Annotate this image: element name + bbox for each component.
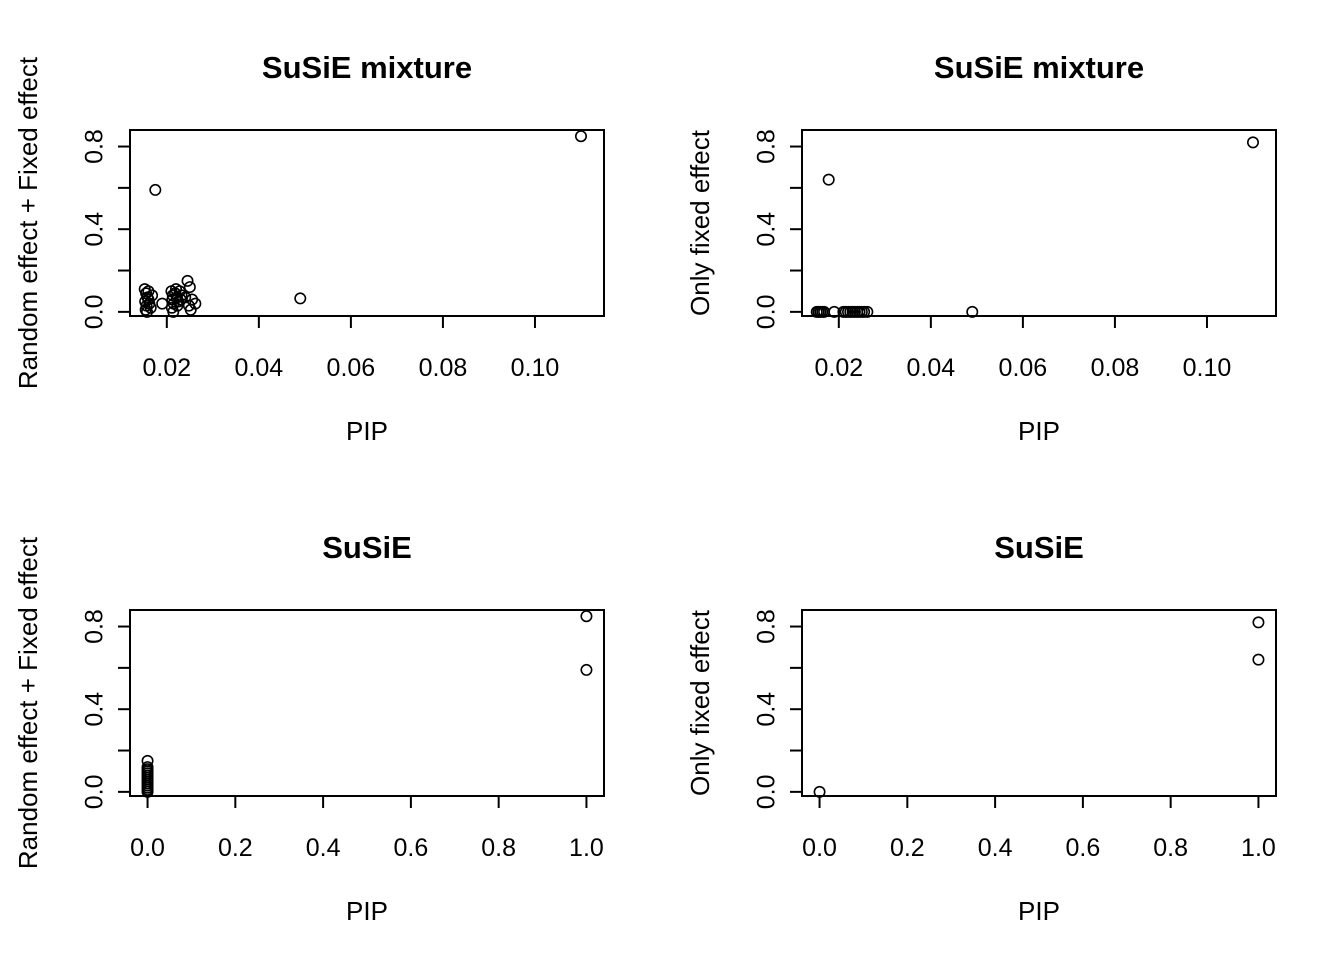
scatter-panel-4: SuSiE PIP Only fixed effect 0.0 0.2 0.4 0.6 0.8…	[685, 530, 1277, 926]
y-axis-label: Only fixed effect	[685, 129, 715, 316]
chart-title: SuSiE mixture	[262, 50, 472, 85]
y-tick-label: 0.8	[753, 129, 781, 164]
x-axis-label: PIP	[346, 896, 388, 926]
data-point	[1252, 653, 1265, 666]
y-tick-label: 0.0	[753, 774, 781, 809]
data-point	[184, 303, 197, 316]
x-axis-label: PIP	[1018, 416, 1060, 446]
plot-frame	[801, 129, 1277, 317]
data-point	[171, 299, 184, 312]
x-tick-label: 0.06	[327, 354, 376, 382]
y-tick-label: 0.4	[81, 212, 109, 247]
data-point	[580, 663, 593, 676]
x-tick-label: 0.8	[1153, 834, 1188, 862]
data-point	[861, 305, 874, 318]
data-point	[146, 289, 159, 302]
y-tick-label: 0.8	[81, 129, 109, 164]
data-point	[966, 305, 979, 318]
x-tick-label: 0.6	[1066, 834, 1101, 862]
x-tick-label: 0.02	[142, 354, 191, 382]
data-point	[294, 292, 307, 305]
chart-title: SuSiE	[322, 530, 412, 565]
scatter-panel-2: SuSiE mixture PIP Only fixed effect 0.02 0.0…	[685, 50, 1277, 446]
y-tick-label: 0.4	[753, 692, 781, 727]
data-point	[142, 285, 155, 298]
y-tick-label: 0.0	[81, 774, 109, 809]
x-tick-label: 0.06	[999, 354, 1048, 382]
data-point	[144, 301, 157, 314]
x-tick-label: 1.0	[569, 834, 604, 862]
plot-frame	[801, 609, 1277, 797]
data-point	[149, 183, 162, 196]
x-tick-label: 0.0	[802, 834, 837, 862]
y-tick-label: 0.0	[753, 294, 781, 329]
y-tick-label: 0.4	[81, 692, 109, 727]
x-tick-label: 0.10	[511, 354, 560, 382]
x-tick-label: 0.8	[481, 834, 516, 862]
y-axis-label: Only fixed effect	[685, 609, 715, 796]
chart-title: SuSiE	[994, 530, 1084, 565]
data-point	[858, 305, 871, 318]
y-tick-label: 0.8	[753, 609, 781, 644]
y-tick-label: 0.8	[81, 609, 109, 644]
y-tick-label: 0.0	[81, 294, 109, 329]
x-tick-label: 0.02	[814, 354, 863, 382]
data-point	[813, 785, 826, 798]
y-axis-label: Random effect + Fixed effect	[13, 56, 43, 389]
data-point	[156, 297, 169, 310]
data-point	[167, 305, 180, 318]
scatter-panel-3: SuSiE PIP Random effect + Fixed effect 0.0 0…	[13, 530, 605, 926]
data-point	[1246, 136, 1259, 149]
data-point	[1252, 616, 1265, 629]
x-tick-label: 0.4	[306, 834, 341, 862]
x-tick-label: 0.04	[907, 354, 956, 382]
data-point	[574, 130, 587, 143]
data-point	[822, 173, 835, 186]
x-tick-label: 0.2	[890, 834, 925, 862]
x-tick-label: 0.08	[1091, 354, 1140, 382]
scatter-panel-1: SuSiE mixture PIP Random effect + Fixed ef…	[13, 50, 605, 446]
y-tick-label: 0.4	[753, 212, 781, 247]
x-tick-label: 0.08	[419, 354, 468, 382]
data-point	[181, 274, 194, 287]
x-axis-label: PIP	[1018, 896, 1060, 926]
x-axis-label: PIP	[346, 416, 388, 446]
x-tick-label: 0.2	[218, 834, 253, 862]
x-tick-label: 0.6	[394, 834, 429, 862]
data-point	[183, 281, 196, 294]
plot-frame	[129, 609, 605, 797]
plot-frame	[129, 129, 605, 317]
data-point	[580, 610, 593, 623]
x-tick-label: 0.10	[1183, 354, 1232, 382]
data-point	[141, 785, 154, 798]
y-axis-label: Random effect + Fixed effect	[13, 536, 43, 869]
data-point	[141, 305, 154, 318]
chart-title: SuSiE mixture	[934, 50, 1144, 85]
data-point	[828, 305, 841, 318]
x-tick-label: 0.0	[130, 834, 165, 862]
x-tick-label: 0.4	[978, 834, 1013, 862]
x-tick-label: 1.0	[1241, 834, 1276, 862]
x-tick-label: 0.04	[235, 354, 284, 382]
